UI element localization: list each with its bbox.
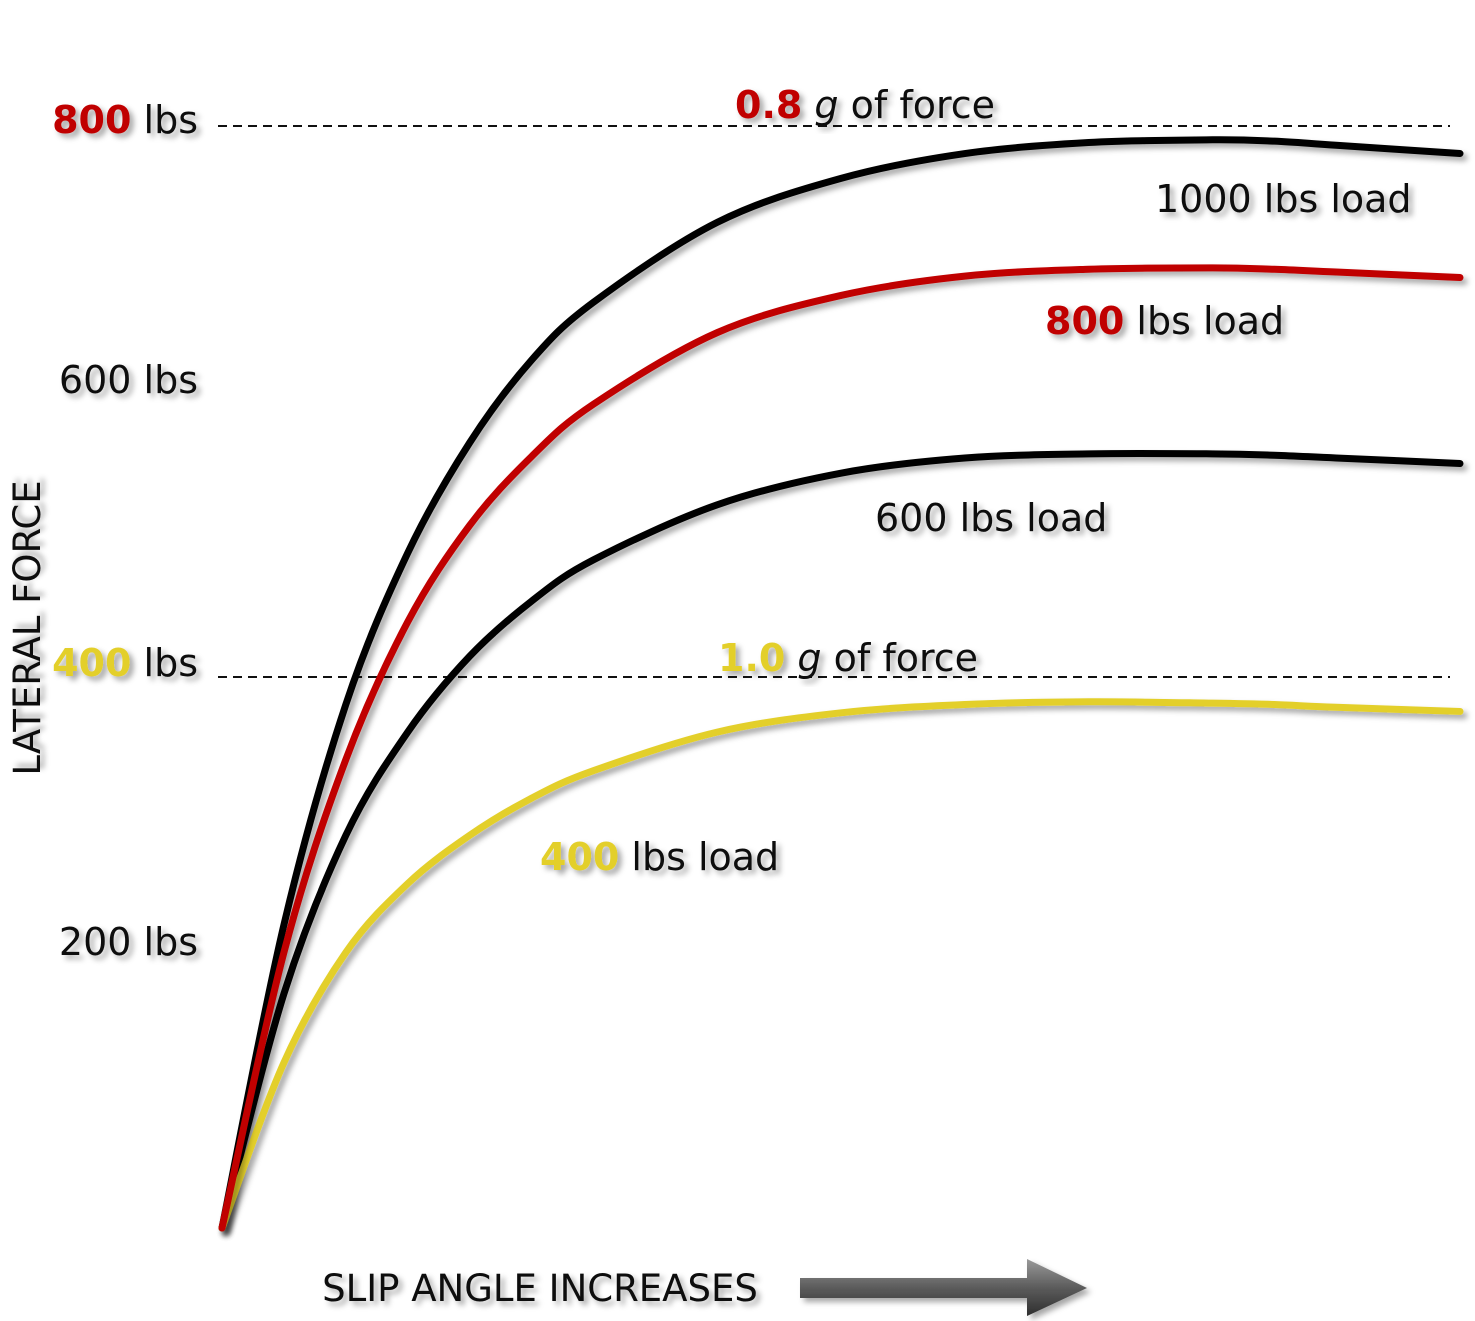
y-tick-label-800-part-1: lbs [131,98,198,142]
reference-label-0-part-1 [802,83,814,127]
reference-label-0-part-0: 0.8 [735,83,802,127]
y-tick-label-400-part-0: 400 [52,641,131,685]
series-label-400-lbs-load: 400 lbs load [540,835,779,879]
reference-label-1-part-3: of force [822,636,978,680]
y-tick-label-200-part-1: 200 lbs [59,920,198,964]
series-label-800-lbs-load: 800 lbs load [1045,299,1284,343]
y-tick-labels: 200 lbs 400 lbs 600 lbs 800 lbs [52,98,198,964]
series-label-800-lbs-load-part-0: 800 [1045,299,1124,343]
reference-label-0: 0.8 g of force [735,83,995,127]
series-label-400-lbs-load-part-1: lbs load [619,835,779,879]
series-labels: 1000 lbs load 800 lbs load 600 lbs load 400… [540,177,1412,879]
series-line-600-lbs-load [218,449,1464,1232]
series-line-400-lbs-load [218,698,1464,1232]
y-tick-label-400: 400 lbs [52,641,198,685]
reference-label-0-part-2: g [814,83,838,127]
series-label-600-lbs-load: 600 lbs load [875,496,1107,540]
reference-lines [218,125,1450,678]
series-line-1000-lbs-load [218,136,1464,1232]
y-tick-label-200: 200 lbs [59,920,198,964]
series-layer [218,136,1464,1232]
series-label-1000-lbs-load-part-1: 1000 lbs load [1155,177,1412,221]
slip-angle-arrow-icon [800,1259,1087,1316]
series-label-800-lbs-load-part-1: lbs load [1124,299,1284,343]
y-tick-label-600: 600 lbs [59,358,198,402]
reference-label-1: 1.0 g of force [718,636,978,680]
x-axis-title: SLIP ANGLE INCREASES [322,1267,758,1310]
y-tick-label-800-part-0: 800 [52,98,131,142]
reference-label-1-part-0: 1.0 [718,636,785,680]
series-label-600-lbs-load-part-1: 600 lbs load [875,496,1107,540]
series-label-1000-lbs-load: 1000 lbs load [1155,177,1412,221]
reference-label-1-part-1 [785,636,797,680]
series-line-800-lbs-load [218,264,1464,1232]
series-label-400-lbs-load-part-0: 400 [540,835,619,879]
y-tick-label-400-part-1: lbs [131,641,198,685]
reference-label-1-part-2: g [797,636,821,680]
y-axis-title: LATERAL FORCE [6,480,49,775]
reference-label-0-part-3: of force [839,83,995,127]
y-tick-label-600-part-1: 600 lbs [59,358,198,402]
y-tick-label-800: 800 lbs [52,98,198,142]
